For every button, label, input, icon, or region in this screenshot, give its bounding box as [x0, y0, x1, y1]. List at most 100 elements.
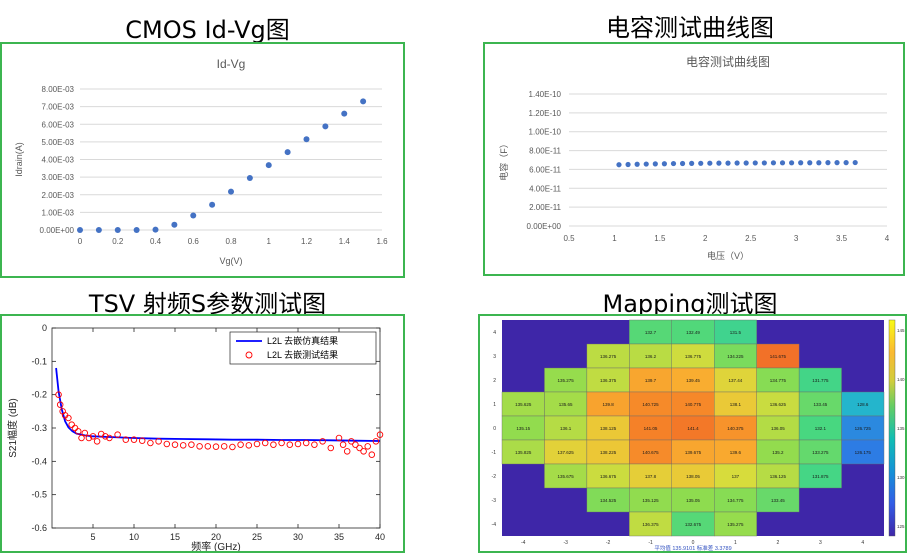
map-cell-value: 133.275	[812, 450, 829, 455]
map-cell	[586, 487, 630, 513]
map-cell-value: 133.45	[813, 402, 827, 407]
map-cell	[629, 463, 672, 489]
tsv-legend-sim-label: L2L 去嵌仿真结果	[267, 335, 338, 346]
idvg-data-point	[284, 149, 291, 156]
idvg-data-point	[190, 212, 197, 219]
map-cell-value: 132.49	[686, 330, 700, 335]
map-cell-value: 140.725	[642, 402, 659, 407]
map-cell	[629, 415, 672, 441]
tsv-xtick-label: 15	[170, 532, 180, 542]
map-cell-value: 138.05	[686, 474, 700, 479]
map-cell-value: 135.275	[558, 378, 575, 383]
map-cell	[756, 367, 800, 393]
idvg-data-point	[133, 227, 140, 233]
map-cell	[501, 415, 545, 441]
map-cell-value: 141.675	[770, 354, 787, 359]
idvg-data-point	[77, 227, 83, 233]
tsv-chart: 0 -0.1 -0.2 -0.3 -0.4 -0.5 -0.6 5 10 15 20 25 30 35 40…	[6, 323, 385, 551]
map-cell-value: 138.225	[600, 450, 617, 455]
map-xtick-label: 2	[776, 540, 779, 546]
map-cell	[798, 415, 842, 441]
map-cell-value: 139.8	[602, 402, 614, 407]
map-cell	[714, 367, 757, 393]
map-cell-value: 134.225	[727, 354, 744, 359]
map-cell-value: 137	[732, 474, 740, 479]
idvg-xtick-label: 0.6	[188, 237, 200, 246]
map-cell-value: 136.625	[770, 402, 787, 407]
map-cell	[841, 391, 885, 417]
cap-xlabel: 电压（V）	[707, 250, 749, 261]
map-ytick-label: -2	[492, 474, 497, 480]
map-cell	[544, 439, 588, 465]
idvg-xtick-label: 0.2	[112, 237, 124, 246]
cap-xtick-label: 1	[612, 234, 617, 243]
map-cell	[671, 463, 715, 489]
tsv-meas-marker	[163, 440, 171, 448]
idvg-data-point	[152, 226, 159, 233]
cap-data-point	[634, 161, 640, 167]
cap-xtick-label: 3.5	[836, 234, 848, 243]
cap-data-point	[816, 160, 822, 166]
map-ytick-label: 0	[493, 426, 496, 432]
map-cell-value: 126.175	[855, 450, 872, 455]
cap-chart-panel: 电容测试曲线图 0.00E+00 2.00E-11 4.00E-11 6.00E-11 8…	[483, 42, 905, 276]
cap-data-point	[770, 160, 777, 166]
tsv-meas-marker	[220, 443, 228, 450]
cap-ytick-label: 0.00E+00	[527, 222, 562, 231]
tsv-meas-marker	[212, 443, 220, 450]
cap-xtick-label: 1.5	[654, 234, 666, 243]
tsv-meas-marker	[376, 431, 384, 438]
cap-ytick-label: 2.00E-11	[529, 203, 561, 212]
cap-data-point	[789, 160, 795, 166]
cap-data-point	[698, 160, 704, 166]
map-colorbar-tick: 135	[897, 426, 905, 431]
map-colorbar-tick: 140	[897, 377, 905, 382]
map-cell	[544, 415, 588, 441]
map-cell	[586, 367, 630, 393]
tsv-legend-meas-swatch	[245, 351, 253, 359]
cap-data-point	[752, 160, 758, 166]
tsv-meas-marker	[196, 443, 203, 450]
cap-data-point	[779, 160, 786, 166]
tsv-meas-marker	[81, 429, 89, 437]
map-cell	[714, 343, 757, 369]
map-cell-value: 128.6	[857, 402, 869, 407]
map-cell	[501, 391, 545, 417]
tsv-meas-marker	[171, 441, 179, 448]
map-cell-value: 135.15	[516, 426, 530, 431]
tsv-xtick-label: 5	[90, 532, 95, 542]
map-xtick-label: -1	[648, 540, 653, 546]
tsv-xtick-label: 25	[252, 532, 262, 542]
cap-title: 电容测试曲线图	[686, 54, 770, 69]
mapping-chart-panel: 132.7 132.49 131.5 136.275 136.2 136.775 134.2…	[478, 314, 907, 553]
tsv-meas-marker	[356, 444, 363, 452]
tsv-chart-panel: 0 -0.1 -0.2 -0.3 -0.4 -0.5 -0.6 5 10 15 20 25 30 35 40…	[0, 314, 405, 553]
tsv-meas-marker	[364, 443, 371, 450]
cap-data-point	[652, 161, 658, 167]
map-cell-value: 140.675	[642, 450, 659, 455]
map-ytick-label: -3	[492, 498, 497, 504]
map-cell-value: 141.4	[687, 426, 699, 431]
tsv-heading: TSV 射频S参数测试图	[88, 290, 327, 318]
idvg-xlabel: Vg(V)	[219, 256, 242, 266]
map-cell-value: 136.275	[600, 354, 617, 359]
map-cell	[629, 511, 672, 537]
map-cell-value: 131.875	[812, 474, 829, 479]
cap-ytick-label: 1.40E-10	[529, 90, 562, 99]
map-cell	[798, 463, 842, 489]
idvg-xtick-label: 1.2	[301, 237, 313, 246]
tsv-xtick-label: 35	[334, 532, 344, 542]
tsv-meas-marker	[352, 441, 359, 448]
map-cell	[629, 487, 672, 513]
tsv-meas-marker	[360, 448, 367, 455]
map-cell	[501, 439, 545, 465]
map-colorbar-tick: 130	[897, 475, 905, 480]
tsv-meas-marker	[74, 428, 82, 435]
tsv-ytick-label: -0.1	[31, 356, 47, 366]
map-cell-value: 135.675	[558, 474, 575, 479]
map-xtick-label: 1	[734, 540, 737, 546]
map-cell-value: 136.1	[560, 426, 572, 431]
map-cell-value: 135.125	[642, 498, 659, 503]
tsv-meas-marker	[147, 439, 154, 447]
idvg-data-point	[95, 227, 102, 233]
